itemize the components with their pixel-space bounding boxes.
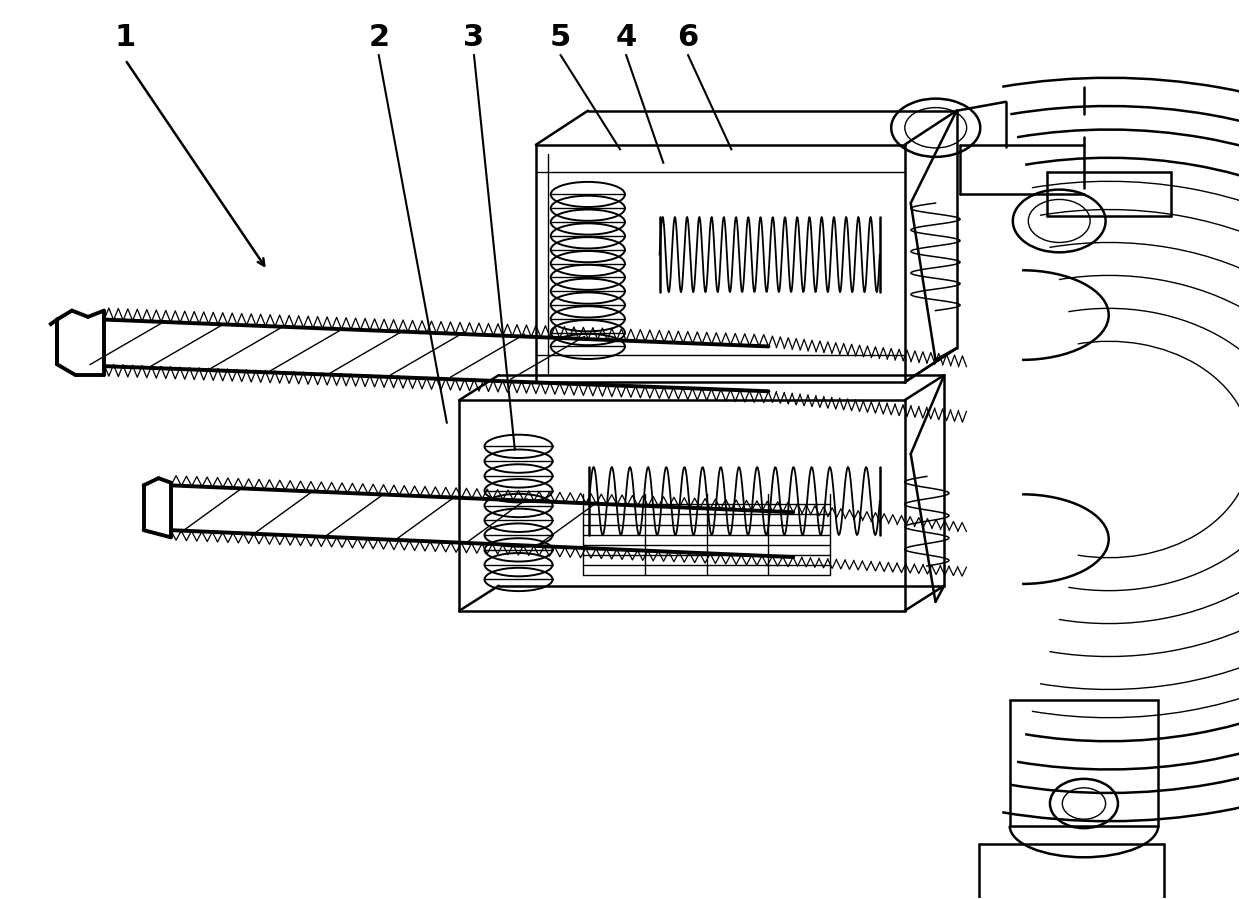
Text: 4: 4: [615, 22, 637, 52]
Text: 3: 3: [464, 22, 485, 52]
Text: 1: 1: [114, 22, 135, 52]
Text: 2: 2: [368, 22, 389, 52]
Text: 5: 5: [551, 22, 572, 52]
Text: 6: 6: [677, 22, 698, 52]
